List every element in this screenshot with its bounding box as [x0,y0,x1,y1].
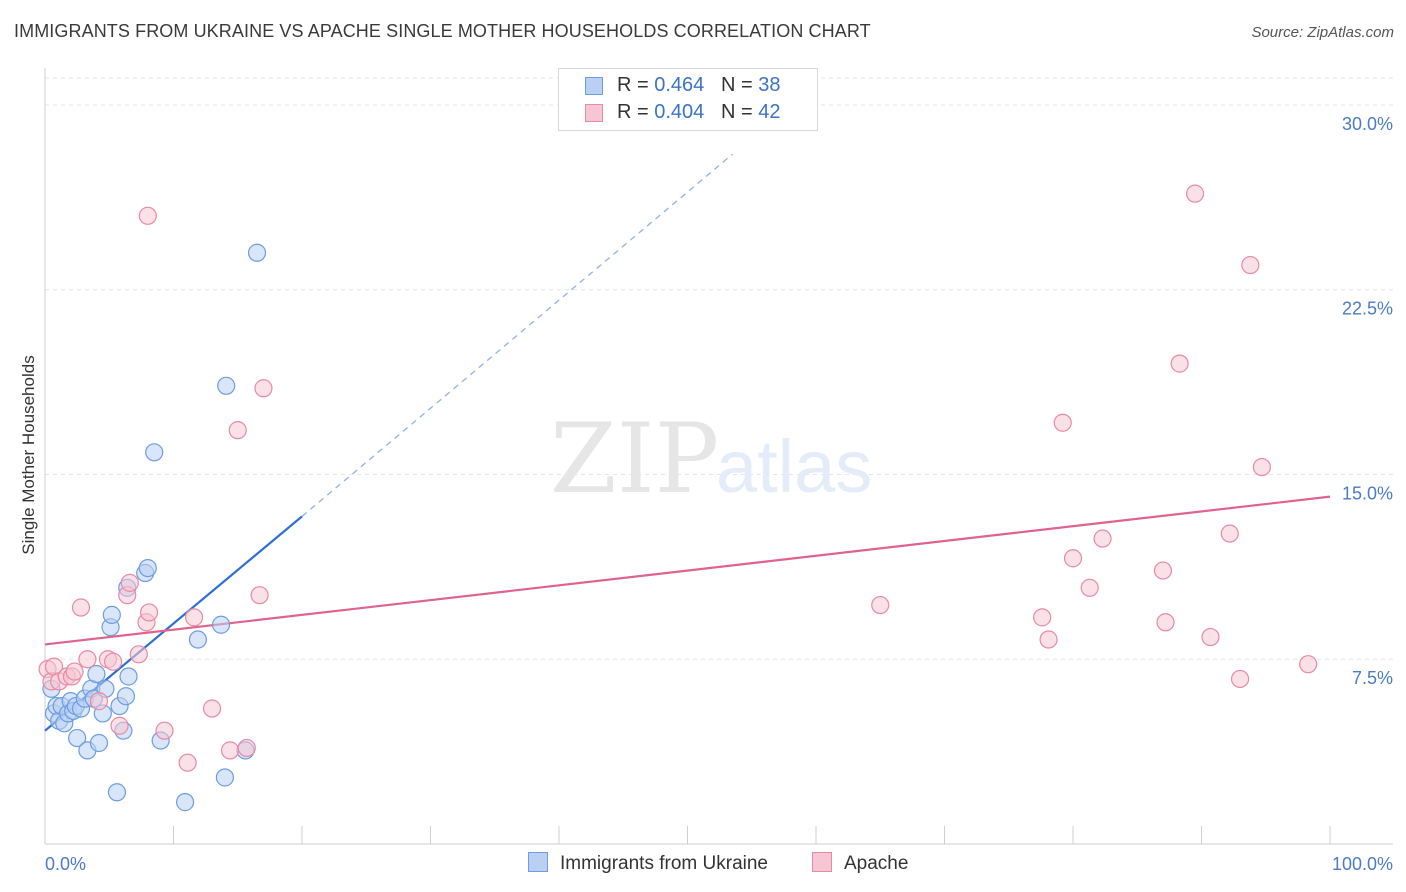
legend-n-value: 38 [758,74,781,96]
point-apache [155,721,174,740]
y-tick-label: 15.0% [1342,483,1393,503]
point-ukraine [107,783,127,802]
point-ukraine [145,443,164,462]
grid-lines [45,77,1393,660]
point-apache [139,603,159,622]
point-apache [1299,655,1318,674]
legend-n-value: 42 [758,101,781,123]
chart-title: IMMIGRANTS FROM UKRAINE VS APACHE SINGLE… [14,21,871,41]
y-tick-label: 22.5% [1342,299,1393,319]
watermark-zip: ZIP [550,403,719,515]
trend-line-apache [44,495,1331,646]
point-apache [89,692,109,711]
point-apache [1185,184,1205,203]
point-apache [1252,457,1271,477]
point-apache [250,586,269,605]
point-apache [78,650,97,669]
point-apache [1063,549,1083,568]
watermark-atlas: atlas [716,425,872,508]
y-tick-label: 7.5% [1352,668,1393,688]
point-apache [237,738,256,758]
point-apache [138,206,157,225]
point-apache [1053,413,1072,432]
legend-n-label: N = [720,101,759,123]
point-ukraine [215,768,234,787]
point-apache [1080,578,1099,597]
legend-label-apache: Apache [844,853,909,874]
x-tick-label: 0.0% [45,854,86,874]
point-apache [220,741,240,760]
legend-swatch-apache [812,852,832,872]
x-tick-label: 100.0% [1332,854,1393,874]
legend-swatch-ukraine [528,852,548,872]
source-credit: Source: ZipAtlas.com [1251,24,1394,41]
point-ukraine [217,376,236,395]
point-ukraine [211,615,231,634]
point-ukraine [247,243,267,262]
point-ukraine [89,733,109,753]
y-tick-label: 30.0% [1342,114,1393,134]
watermark: ZIP atlas [550,403,872,515]
point-apache [120,573,139,592]
point-apache [184,608,204,627]
legend-r-label: R = [617,101,655,123]
legend-r-label: R = [617,74,655,96]
point-apache [1220,524,1239,543]
point-apache [1093,529,1112,548]
point-apache [1241,255,1260,275]
point-apache [1201,627,1220,647]
point-apache [110,716,129,735]
point-apache [254,379,273,398]
point-apache [1039,630,1058,649]
point-ukraine [119,667,138,686]
point-apache [71,598,91,617]
point-ukraine [68,728,87,748]
legend-swatch-apache [585,104,603,122]
point-ukraine [102,605,121,624]
point-apache [1033,608,1052,627]
stats-legend: R = 0.464 N = 38 R = 0.404 N = 42 [558,68,818,131]
point-apache [871,595,890,615]
point-apache [1153,561,1173,580]
point-apache [1156,613,1175,632]
legend-r-value: 0.404 [654,101,705,123]
data-points [38,184,1318,812]
legend-n-label: N = [720,74,759,96]
point-apache [202,699,222,718]
legend-label-ukraine: Immigrants from Ukraine [560,853,768,874]
point-ukraine [116,687,136,706]
y-axis-label: Single Mother Households [19,355,38,554]
point-apache [65,662,84,681]
tick-labels: 7.5% 15.0% 22.5% 30.0% 0.0% 100.0% [45,114,1393,874]
point-apache [104,652,123,671]
point-apache [1230,669,1250,689]
point-apache [1170,354,1189,373]
legend-r-value: 0.464 [654,74,705,96]
point-apache [228,421,247,440]
bottom-legend-apache: Apache [812,852,908,875]
point-ukraine [175,793,195,812]
point-ukraine [188,630,208,649]
bottom-legend-ukraine: Immigrants from Ukraine [528,852,768,875]
legend-swatch-ukraine [585,77,603,95]
trend-extension-ukraine [301,153,733,517]
point-ukraine [87,664,106,684]
point-apache [129,645,148,664]
point-apache [178,753,197,772]
point-ukraine [138,558,157,578]
